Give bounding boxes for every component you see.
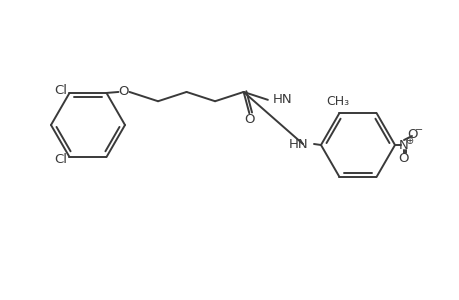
- Text: −: −: [414, 125, 422, 135]
- Text: Cl: Cl: [54, 152, 67, 166]
- Text: ⊕: ⊕: [404, 136, 412, 146]
- Text: CH₃: CH₃: [325, 95, 348, 108]
- Text: O: O: [407, 128, 417, 140]
- Text: HN: HN: [288, 137, 308, 151]
- Text: O: O: [244, 113, 254, 126]
- Text: O: O: [398, 152, 409, 164]
- Text: O: O: [118, 85, 129, 98]
- Text: N: N: [398, 139, 408, 152]
- Text: Cl: Cl: [54, 85, 67, 98]
- Text: HN: HN: [272, 93, 292, 106]
